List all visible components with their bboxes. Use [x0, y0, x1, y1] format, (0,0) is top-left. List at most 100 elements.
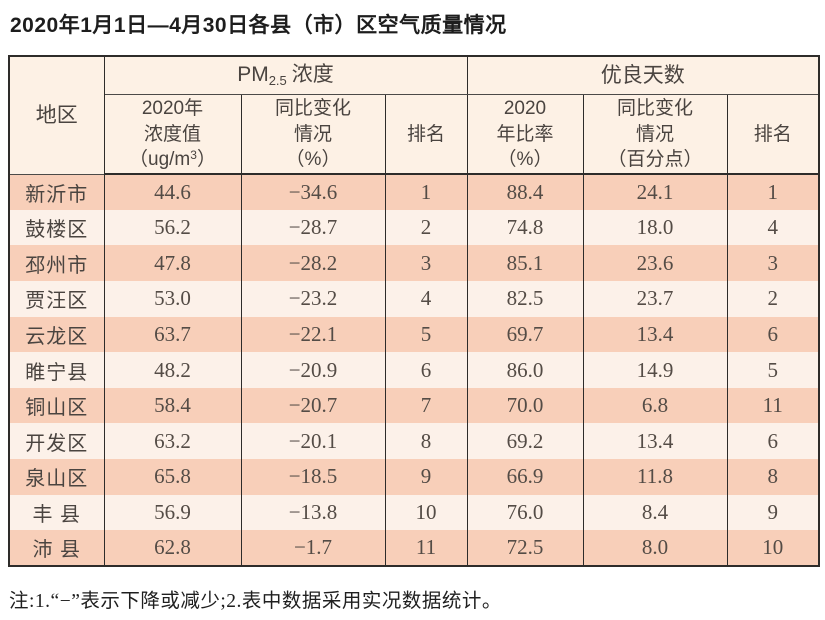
table-body: 新沂市 44.6 −34.6 1 88.4 24.1 1 鼓楼区 56.2 −28.7 2 74.8 1…	[8, 174, 820, 566]
region-cell: 云龙区	[8, 316, 105, 353]
pm-change-header-text: 同比变化 情况 （%）	[274, 98, 351, 170]
table-row: 开发区 63.2 −20.1 8 69.2 13.4 6	[8, 423, 820, 460]
pm-rank-cell: 4	[384, 281, 468, 317]
days-rank-cell: 4	[726, 209, 820, 246]
col-header-days-change: 同比变化 情况 （百分点）	[582, 94, 728, 176]
pm-value-cell: 44.6	[103, 174, 242, 210]
region-cell: 邳州市	[8, 245, 105, 282]
col-header-pm-change: 同比变化 情况 （%）	[240, 94, 386, 176]
footnote: 注:1.“−”表示下降或减少;2.表中数据采用实况数据统计。	[9, 590, 502, 612]
pm-change-cell: −1.7	[240, 530, 386, 566]
days-change-cell: 6.8	[582, 387, 728, 424]
days-change-cell: 13.4	[582, 423, 728, 460]
pm-change-cell: −28.2	[240, 245, 386, 282]
pm-change-cell: −20.9	[240, 352, 386, 388]
pm-value-unit: （ug/m3）	[129, 147, 216, 170]
pm-value-cell: 47.8	[103, 245, 242, 282]
pm-value-cell: 62.8	[103, 530, 242, 566]
days-rank-cell: 10	[726, 530, 820, 566]
page-title: 2020年1月1日—4月30日各县（市）区空气质量情况	[10, 14, 507, 37]
pm-rank-cell: 5	[384, 316, 468, 353]
days-change-cell: 8.0	[582, 530, 728, 566]
pm-value-cell: 53.0	[103, 281, 242, 317]
col-header-days-rank: 排名	[726, 94, 820, 176]
table-row: 铜山区 58.4 −20.7 7 70.0 6.8 11	[8, 387, 820, 424]
air-quality-table: 地区 PM2.5 浓度 优良天数 2020年 浓度值 （ug/m3） 同比变化 情…	[8, 55, 821, 567]
pm-rank-cell: 8	[384, 423, 468, 460]
days-ratio-cell: 70.0	[466, 387, 584, 424]
days-ratio-header-text: 2020 年比率 （%）	[496, 98, 554, 170]
table-row: 鼓楼区 56.2 −28.7 2 74.8 18.0 4	[8, 209, 820, 246]
pm-value-unit-sup: 3	[190, 147, 197, 162]
days-change-cell: 23.6	[582, 245, 728, 282]
pm-change-cell: −20.1	[240, 423, 386, 460]
days-ratio-cell: 76.0	[466, 494, 584, 531]
days-rank-cell: 5	[726, 352, 820, 388]
col-group-pm25: PM2.5 浓度	[103, 56, 468, 95]
days-change-cell: 24.1	[582, 174, 728, 210]
pm-rank-cell: 2	[384, 209, 468, 246]
pm-value-unit-post: ）	[196, 148, 216, 170]
region-cell: 睢宁县	[8, 352, 105, 388]
pm-change-cell: −28.7	[240, 209, 386, 246]
pm-value-cell: 65.8	[103, 459, 242, 495]
region-cell: 开发区	[8, 423, 105, 460]
col-header-days-ratio: 2020 年比率 （%）	[466, 94, 584, 176]
pm-rank-cell: 11	[384, 530, 468, 566]
table-row: 泉山区 65.8 −18.5 9 66.9 11.8 8	[8, 459, 820, 495]
days-ratio-cell: 69.2	[466, 423, 584, 460]
pm-change-cell: −13.8	[240, 494, 386, 531]
days-ratio-cell: 72.5	[466, 530, 584, 566]
days-rank-cell: 3	[726, 245, 820, 282]
days-change-cell: 11.8	[582, 459, 728, 495]
days-change-cell: 14.9	[582, 352, 728, 388]
pm25-label-suffix: 浓度	[291, 63, 334, 87]
table-row: 沛 县 62.8 −1.7 11 72.5 8.0 10	[8, 530, 820, 566]
pm-change-cell: −20.7	[240, 387, 386, 424]
days-change-header-text: 同比变化 情况 （百分点）	[607, 98, 703, 170]
region-cell: 贾汪区	[8, 281, 105, 317]
pm-change-cell: −22.1	[240, 316, 386, 353]
col-header-pm-value: 2020年 浓度值 （ug/m3）	[103, 94, 242, 176]
region-cell: 丰 县	[8, 494, 105, 531]
region-cell: 鼓楼区	[8, 209, 105, 246]
days-rank-cell: 8	[726, 459, 820, 495]
pm-rank-cell: 10	[384, 494, 468, 531]
pm-rank-cell: 6	[384, 352, 468, 388]
pm-rank-cell: 7	[384, 387, 468, 424]
days-change-cell: 23.7	[582, 281, 728, 317]
pm-change-cell: −23.2	[240, 281, 386, 317]
days-ratio-cell: 74.8	[466, 209, 584, 246]
pm-value-header-lines: 2020年 浓度值	[141, 98, 204, 145]
col-header-pm-rank: 排名	[384, 94, 468, 176]
days-ratio-cell: 85.1	[466, 245, 584, 282]
pm-value-cell: 63.2	[103, 423, 242, 460]
pm-rank-cell: 1	[384, 174, 468, 210]
days-rank-cell: 9	[726, 494, 820, 531]
table-row: 新沂市 44.6 −34.6 1 88.4 24.1 1	[8, 174, 820, 210]
pm-change-cell: −34.6	[240, 174, 386, 210]
days-ratio-cell: 88.4	[466, 174, 584, 210]
days-rank-cell: 11	[726, 387, 820, 424]
table-header: 地区 PM2.5 浓度 优良天数 2020年 浓度值 （ug/m3） 同比变化 情…	[8, 56, 820, 176]
days-rank-cell: 1	[726, 174, 820, 210]
days-change-cell: 8.4	[582, 494, 728, 531]
days-ratio-cell: 69.7	[466, 316, 584, 353]
pm-rank-cell: 9	[384, 459, 468, 495]
region-cell: 泉山区	[8, 459, 105, 495]
region-cell: 新沂市	[8, 174, 105, 210]
pm-value-cell: 58.4	[103, 387, 242, 424]
header-group-row: 地区 PM2.5 浓度 优良天数	[8, 56, 820, 175]
pm-value-cell: 48.2	[103, 352, 242, 388]
pm-value-cell: 63.7	[103, 316, 242, 353]
days-change-cell: 18.0	[582, 209, 728, 246]
days-rank-cell: 6	[726, 316, 820, 353]
pm-change-cell: −18.5	[240, 459, 386, 495]
pm25-label-prefix: PM	[237, 63, 269, 87]
days-ratio-cell: 66.9	[466, 459, 584, 495]
col-header-region: 地区	[8, 56, 105, 175]
pm-rank-cell: 3	[384, 245, 468, 282]
region-cell: 沛 县	[8, 530, 105, 566]
table-row: 睢宁县 48.2 −20.9 6 86.0 14.9 5	[8, 352, 820, 388]
col-group-good-days: 优良天数	[466, 56, 820, 95]
